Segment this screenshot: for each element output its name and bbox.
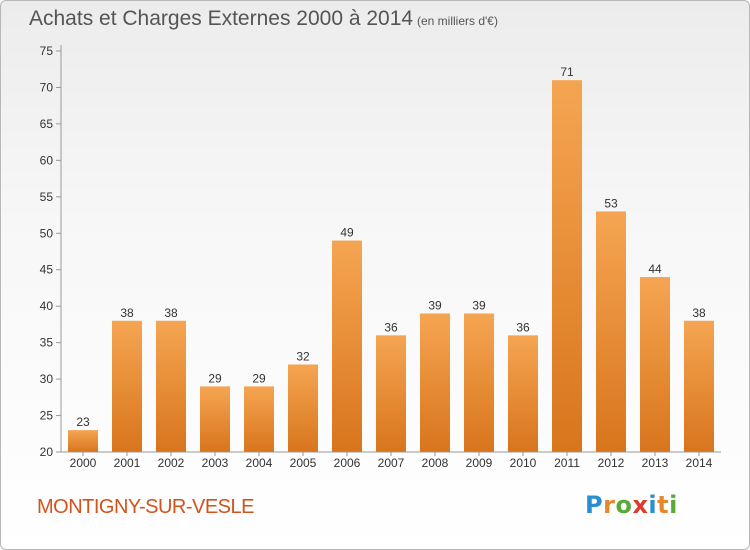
logo-letter: t bbox=[657, 491, 670, 519]
x-tick-label: 2013 bbox=[642, 456, 669, 470]
x-tick-label: 2002 bbox=[158, 456, 185, 470]
bar-value-label: 29 bbox=[252, 371, 266, 385]
y-tick: 50 bbox=[40, 226, 61, 240]
y-tick: 25 bbox=[40, 409, 61, 423]
bar-value-label: 49 bbox=[340, 226, 354, 240]
y-tick-label: 50 bbox=[40, 226, 54, 240]
bar-2010[interactable] bbox=[508, 335, 538, 452]
logo-letter: i bbox=[669, 491, 678, 519]
x-axis: 2000 2001 2002 2003 2004 2005 2006 2007 2008 2009… bbox=[61, 451, 721, 470]
y-tick-label: 40 bbox=[40, 299, 54, 313]
bar-value-label: 53 bbox=[604, 196, 618, 210]
y-tick-label: 30 bbox=[40, 372, 54, 386]
y-tick-label: 45 bbox=[40, 263, 54, 277]
bar-value-label: 71 bbox=[560, 65, 574, 79]
y-tick: 45 bbox=[40, 263, 61, 277]
bar-value-label: 36 bbox=[384, 320, 398, 334]
chart-title: Achats et Charges Externes 2000 à 2014 bbox=[29, 7, 414, 30]
logo-letter: r bbox=[603, 491, 616, 519]
logo-letter: i bbox=[648, 491, 658, 519]
logo-letter: o bbox=[615, 491, 633, 519]
y-tick: 30 bbox=[40, 372, 61, 386]
bar-2000[interactable] bbox=[68, 430, 98, 452]
y-tick: 40 bbox=[40, 299, 61, 313]
bars-group: 23 38 38 29 29 32 49 36 39 39 36 71 53 44 38 bbox=[68, 65, 714, 452]
y-tick-label: 75 bbox=[40, 44, 54, 58]
bar-value-label: 38 bbox=[692, 306, 706, 320]
bar-value-label: 38 bbox=[164, 306, 178, 320]
bar-2005[interactable] bbox=[288, 364, 318, 452]
bar-2008[interactable] bbox=[420, 313, 450, 452]
x-tick-label: 2012 bbox=[598, 456, 625, 470]
bar-value-label: 39 bbox=[472, 298, 486, 312]
y-tick-label: 70 bbox=[40, 80, 54, 94]
x-tick-label: 2000 bbox=[70, 456, 97, 470]
y-tick: 65 bbox=[40, 117, 61, 131]
bar-value-label: 36 bbox=[516, 320, 530, 334]
bar-value-label: 32 bbox=[296, 350, 310, 364]
proxiti-logo[interactable]: Proxiti bbox=[585, 491, 678, 519]
bar-2009[interactable] bbox=[464, 313, 494, 452]
bar-2004[interactable] bbox=[244, 386, 274, 452]
y-tick-label: 35 bbox=[40, 336, 54, 350]
y-tick: 60 bbox=[40, 153, 61, 167]
x-tick-label: 2014 bbox=[686, 456, 713, 470]
commune-name: MONTIGNY-SUR-VESLE bbox=[37, 496, 254, 518]
y-tick-label: 65 bbox=[40, 117, 54, 131]
bar-value-label: 23 bbox=[76, 415, 90, 429]
x-tick-label: 2005 bbox=[290, 456, 317, 470]
logo-letter: x bbox=[632, 491, 649, 519]
y-tick: 70 bbox=[40, 80, 61, 94]
x-tick-label: 2008 bbox=[422, 456, 449, 470]
x-tick-label: 2004 bbox=[246, 456, 273, 470]
bar-2013[interactable] bbox=[640, 277, 670, 452]
bar-value-label: 29 bbox=[208, 371, 222, 385]
y-tick: 75 bbox=[40, 44, 61, 58]
logo-letter: P bbox=[585, 491, 604, 519]
bar-2011[interactable] bbox=[552, 80, 582, 452]
chart-unit: (en milliers d'€) bbox=[417, 14, 498, 28]
x-tick-label: 2007 bbox=[378, 456, 405, 470]
bar-2007[interactable] bbox=[376, 335, 406, 452]
x-tick-label: 2011 bbox=[554, 456, 580, 470]
y-tick-label: 55 bbox=[40, 190, 54, 204]
bar-value-label: 38 bbox=[120, 306, 134, 320]
bar-2003[interactable] bbox=[200, 386, 230, 452]
y-tick-label: 60 bbox=[40, 153, 54, 167]
y-tick: 35 bbox=[40, 336, 61, 350]
x-tick-label: 2009 bbox=[466, 456, 493, 470]
y-tick: 20 bbox=[40, 445, 61, 459]
bar-2001[interactable] bbox=[112, 320, 142, 452]
x-tick-label: 2010 bbox=[510, 456, 537, 470]
y-tick-label: 25 bbox=[40, 409, 54, 423]
x-tick-label: 2006 bbox=[334, 456, 361, 470]
bar-2002[interactable] bbox=[156, 320, 186, 452]
bar-value-label: 44 bbox=[648, 262, 662, 276]
bar-2014[interactable] bbox=[684, 320, 714, 452]
y-tick-label: 20 bbox=[40, 445, 54, 459]
bar-2012[interactable] bbox=[596, 211, 626, 452]
y-axis: 20 25 30 35 40 45 50 55 60 65 70 75 bbox=[40, 44, 62, 459]
x-tick-label: 2003 bbox=[202, 456, 229, 470]
bar-value-label: 39 bbox=[428, 298, 442, 312]
bar-2006[interactable] bbox=[332, 240, 362, 452]
x-tick-label: 2001 bbox=[114, 456, 141, 470]
y-tick: 55 bbox=[40, 190, 61, 204]
